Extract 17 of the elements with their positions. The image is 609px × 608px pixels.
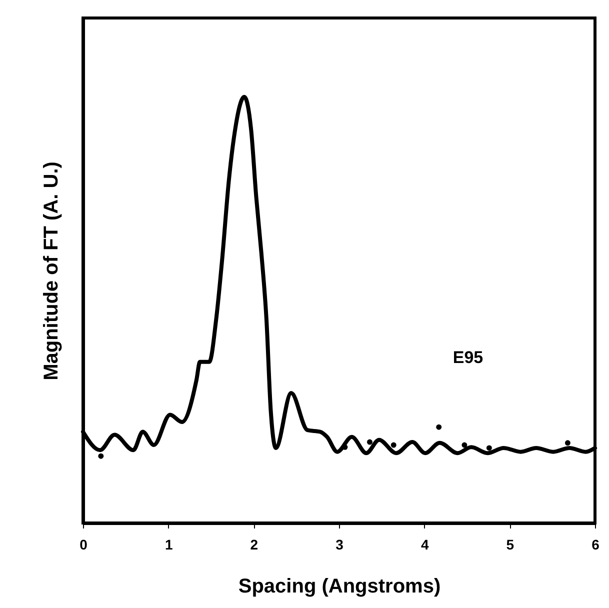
x-tick-label: 0 (80, 536, 88, 552)
point (390, 442, 396, 448)
x-tick-label: 6 (592, 536, 600, 552)
x-tick-label: 5 (506, 536, 514, 552)
point (98, 453, 104, 459)
point (462, 442, 468, 448)
point (436, 424, 442, 430)
x-tick-label: 4 (420, 536, 429, 552)
x-tick-label: 2 (250, 536, 258, 552)
x-tick-label: 3 (336, 536, 344, 552)
x-axis-title: Spacing (Angstroms) (238, 576, 441, 598)
point (366, 439, 372, 445)
point (564, 440, 570, 446)
point (486, 445, 492, 451)
annotation: E95 (452, 348, 484, 367)
x-tick-label: 1 (164, 536, 173, 552)
y-axis-title: Magnitude of FT (A. U.) (40, 162, 62, 380)
